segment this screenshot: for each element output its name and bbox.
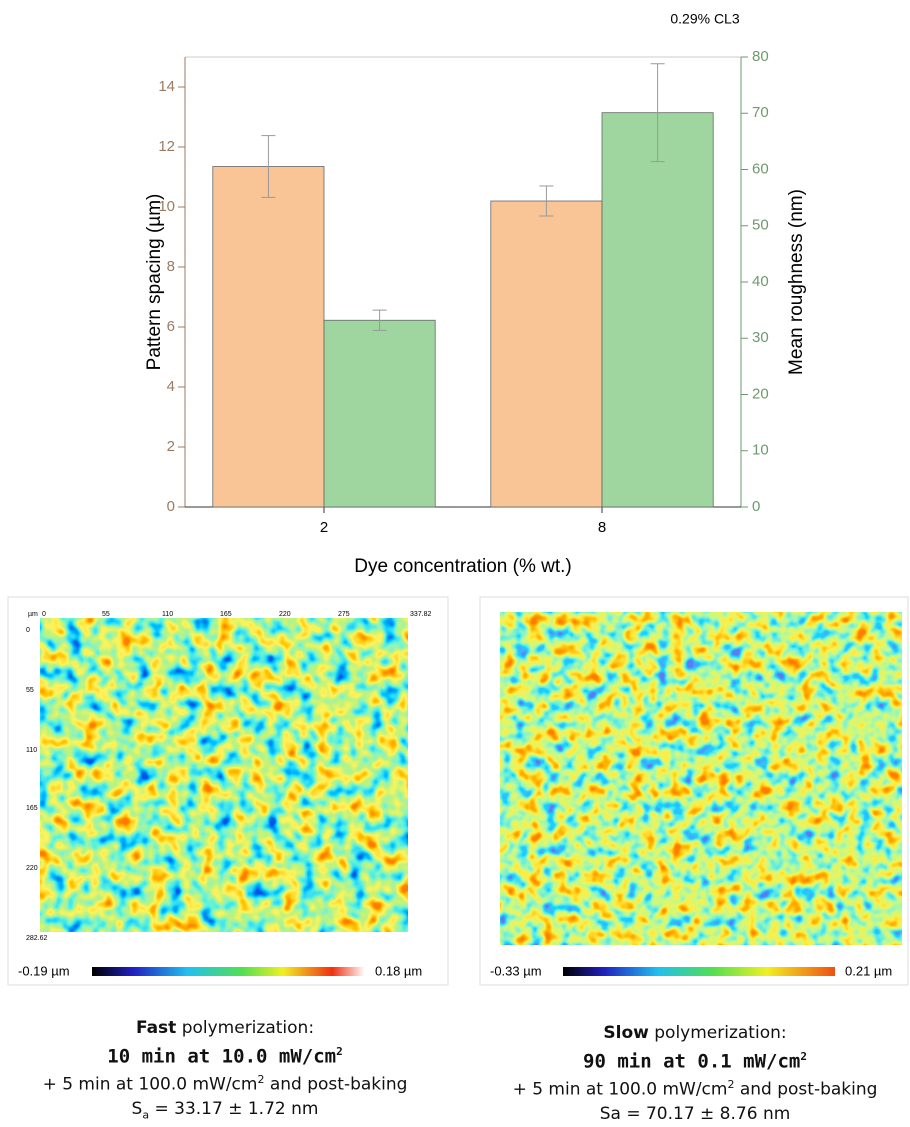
text: S — [131, 1098, 143, 1119]
afm-image — [40, 618, 408, 932]
y-tick-label: 2 — [167, 438, 175, 455]
image-x-tick: 110 — [162, 611, 173, 618]
y-tick-label: 4 — [167, 378, 175, 395]
bar — [212, 166, 325, 508]
image-x-tick: 0 — [42, 611, 46, 618]
text: + 5 min at 100.0 mW/cm — [42, 1074, 258, 1095]
exp: 2 — [800, 1050, 807, 1063]
scale-max: 0.18 µm — [375, 963, 422, 978]
y-tick-label: 0 — [167, 498, 175, 515]
bar — [490, 200, 603, 508]
y-tick-label: 10 — [158, 198, 175, 215]
y2-axis-label: Mean roughness (nm) — [786, 189, 807, 375]
axis-unit: µm — [28, 611, 38, 618]
y2-tick-label: 10 — [752, 442, 769, 459]
colorbar — [92, 967, 365, 976]
y-tick-label: 8 — [167, 258, 175, 275]
dose: 90 min at 0.1 mW/cm — [583, 1050, 801, 1073]
y2-tick-label: 60 — [752, 160, 769, 177]
scale-max: 0.21 µm — [845, 963, 892, 978]
figure: 0.29% CL3 Dye concentration (% wt.) Patt… — [7, 11, 909, 986]
y-tick-label: 6 — [167, 318, 175, 335]
image-y-tick: 55 — [26, 687, 34, 694]
scale-min: -0.33 µm — [490, 963, 542, 978]
bar — [323, 319, 436, 508]
error-bar — [539, 185, 554, 217]
text: and post-baking — [734, 1079, 878, 1100]
text: and post-baking — [264, 1074, 408, 1095]
error-bar — [372, 309, 387, 331]
image-y-tick: 220 — [26, 865, 38, 872]
y-axis-label: Pattern spacing (µm) — [144, 194, 165, 371]
error-bar — [261, 135, 276, 198]
y2-tick-label: 50 — [752, 217, 769, 234]
y2-tick-label: 40 — [752, 273, 769, 290]
text: polymerization: — [648, 1023, 787, 1043]
speed: Slow — [603, 1023, 649, 1043]
x-tick-label: 8 — [598, 519, 606, 536]
error-bar — [650, 63, 665, 163]
image-x-tick: 220 — [279, 611, 291, 618]
text: = 33.17 ± 1.72 nm — [149, 1098, 319, 1119]
exp: 2 — [727, 1078, 735, 1092]
text: polymerization: — [176, 1018, 315, 1038]
y2-tick-label: 20 — [752, 385, 769, 402]
image-x-tick: 55 — [102, 611, 110, 618]
exp: 2 — [336, 1045, 343, 1058]
annotation: 0.29% CL3 — [670, 11, 739, 27]
dose: 10 min at 10.0 mW/cm — [107, 1045, 337, 1068]
y2-tick-label: 30 — [752, 329, 769, 346]
bar — [601, 112, 714, 508]
image-y-tick: 0 — [26, 627, 30, 634]
x-tick-label: 2 — [320, 519, 328, 536]
scale-min: -0.19 µm — [18, 963, 70, 978]
caption: Fast polymerization: 10 min at 10.0 mW/c… — [0, 1016, 475, 1127]
y-tick-label: 14 — [158, 78, 175, 95]
afm-image — [500, 612, 902, 945]
y2-tick-label: 0 — [752, 498, 760, 515]
colorbar — [563, 967, 835, 976]
y-tick-label: 12 — [158, 138, 175, 155]
image-x-tick: 275 — [338, 611, 350, 618]
y2-tick-label: 70 — [752, 104, 769, 121]
text: + 5 min at 100.0 mW/cm — [512, 1079, 728, 1100]
image-y-tick: 165 — [26, 805, 38, 812]
image-y-tick: 110 — [26, 747, 37, 754]
x-axis-label: Dye concentration (% wt.) — [354, 556, 572, 577]
sub: a — [142, 1108, 150, 1122]
speed: Fast — [135, 1018, 177, 1038]
exp: 2 — [257, 1073, 265, 1087]
image-x-tick: 165 — [220, 611, 232, 618]
image-x-tick: 337.82 — [410, 611, 432, 618]
text: Sa = 70.17 ± 8.76 nm — [599, 1103, 791, 1124]
caption: Slow polymerization: 90 min at 0.1 mW/cm… — [445, 1021, 910, 1126]
y2-tick-label: 80 — [752, 48, 769, 65]
image-y-tick: 282.62 — [26, 935, 48, 942]
